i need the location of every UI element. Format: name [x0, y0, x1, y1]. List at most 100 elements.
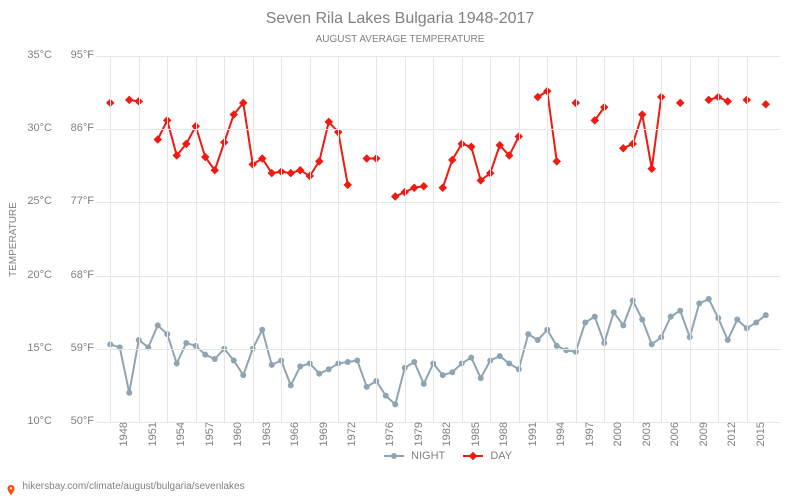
series-marker: [639, 317, 645, 323]
series-marker: [344, 181, 352, 189]
series-marker: [155, 322, 161, 328]
ytick-fahrenheit: 50°F: [54, 415, 94, 427]
chart-container: { "title": {"text": "Seven Rila Lakes Bu…: [0, 0, 800, 500]
series-marker: [288, 382, 294, 388]
grid-line-v: [338, 56, 339, 422]
series-marker: [125, 96, 133, 104]
series-marker: [725, 337, 731, 343]
series-marker: [668, 314, 674, 320]
xtick-label: 2009: [694, 422, 710, 446]
series-marker: [553, 157, 561, 165]
grid-line-v: [405, 56, 406, 422]
xtick-label: 1948: [114, 422, 130, 446]
series-marker: [259, 327, 265, 333]
series-marker: [126, 390, 132, 396]
series-line: [395, 186, 424, 196]
grid-line: [96, 56, 780, 57]
series-marker: [478, 375, 484, 381]
circle-icon: [384, 455, 404, 457]
series-marker: [364, 384, 370, 390]
series-marker: [440, 372, 446, 378]
series-marker: [467, 143, 475, 151]
xtick-label: 1994: [551, 422, 567, 446]
series-marker: [638, 110, 646, 118]
xtick-label: 2006: [665, 422, 681, 446]
xtick-label: 1991: [523, 422, 539, 446]
series-marker: [525, 331, 531, 337]
series-marker: [468, 355, 474, 361]
series-marker: [287, 169, 295, 177]
ytick-fahrenheit: 95°F: [54, 49, 94, 61]
series-marker: [383, 393, 389, 399]
series-marker: [696, 300, 702, 306]
ytick-fahrenheit: 77°F: [54, 195, 94, 207]
grid-line-v: [718, 56, 719, 422]
ytick-celsius: 20°C: [12, 269, 52, 281]
grid-line: [96, 349, 780, 350]
xtick-label: 1979: [409, 422, 425, 446]
grid-line-v: [633, 56, 634, 422]
grid-line-v: [224, 56, 225, 422]
legend: NIGHT DAY: [380, 450, 526, 462]
series-marker: [363, 154, 371, 162]
series-marker: [611, 309, 617, 315]
series-marker: [620, 322, 626, 328]
grid-line-v: [547, 56, 548, 422]
series-marker: [183, 340, 189, 346]
footer-text: hikersbay.com/climate/august/bulgaria/se…: [22, 481, 244, 492]
grid-line-v: [690, 56, 691, 422]
series-marker: [392, 401, 398, 407]
series-marker: [174, 360, 180, 366]
xtick-label: 1988: [494, 422, 510, 446]
series-marker: [724, 97, 732, 105]
series-marker: [497, 353, 503, 359]
grid-line-v: [310, 56, 311, 422]
xtick-label: 1957: [200, 422, 216, 446]
series-marker: [648, 164, 656, 172]
grid-line-v: [661, 56, 662, 422]
chart-title: Seven Rila Lakes Bulgaria 1948-2017: [0, 10, 800, 28]
series-marker: [592, 314, 598, 320]
xtick-label: 1972: [342, 422, 358, 446]
ytick-fahrenheit: 86°F: [54, 122, 94, 134]
series-line: [110, 299, 766, 404]
grid-line-v: [576, 56, 577, 422]
xtick-label: 2015: [751, 422, 767, 446]
chart-subtitle: AUGUST AVERAGE TEMPERATURE: [0, 34, 800, 45]
pin-icon: [6, 482, 16, 492]
xtick-label: 2003: [637, 422, 653, 446]
xtick-label: 1969: [314, 422, 330, 446]
series-marker: [753, 319, 759, 325]
series-marker: [449, 369, 455, 375]
series-marker: [676, 99, 684, 107]
xtick-label: 1954: [171, 422, 187, 446]
grid-line-v: [462, 56, 463, 422]
series-marker: [326, 366, 332, 372]
ytick-fahrenheit: 59°F: [54, 342, 94, 354]
series-marker: [582, 319, 588, 325]
plot-area: TEMPERATURE 10°C50°F15°C59°F20°C68°F25°C…: [96, 56, 780, 422]
ytick-celsius: 30°C: [12, 122, 52, 134]
grid-line-v: [196, 56, 197, 422]
diamond-icon: [463, 455, 483, 457]
grid-line-v: [433, 56, 434, 422]
legend-label: DAY: [487, 450, 512, 462]
grid-line-v: [281, 56, 282, 422]
series-svg: [96, 56, 780, 422]
series-marker: [762, 100, 770, 108]
series-marker: [506, 360, 512, 366]
series-marker: [705, 96, 713, 104]
series-marker: [212, 356, 218, 362]
xtick-label: 1966: [285, 422, 301, 446]
xtick-label: 1963: [257, 422, 273, 446]
xtick-label: 1997: [580, 422, 596, 446]
xtick-label: 1951: [143, 422, 159, 446]
series-marker: [297, 363, 303, 369]
series-marker: [734, 317, 740, 323]
ytick-celsius: 10°C: [12, 415, 52, 427]
xtick-label: 1985: [466, 422, 482, 446]
series-marker: [439, 184, 447, 192]
series-marker: [420, 182, 428, 190]
y-axis-label: TEMPERATURE: [8, 202, 19, 277]
series-marker: [706, 296, 712, 302]
